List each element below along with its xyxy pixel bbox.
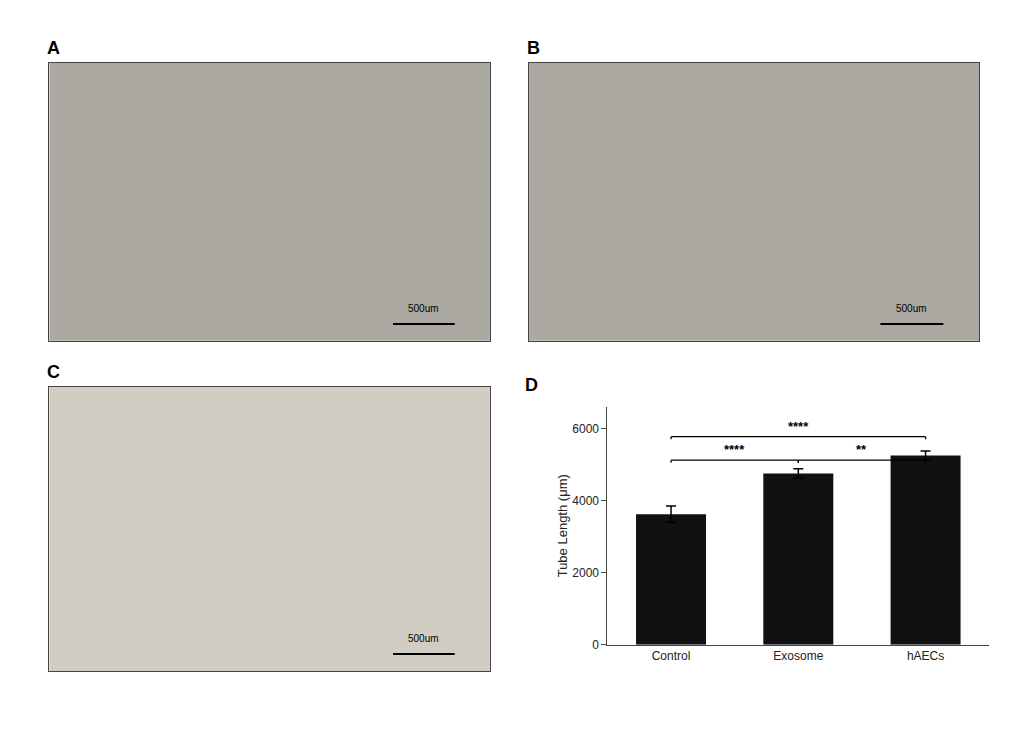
svg-text:A: A bbox=[47, 38, 60, 58]
svg-text:500um: 500um bbox=[408, 303, 439, 314]
svg-text:C: C bbox=[47, 362, 60, 382]
svg-text:Tube Length (μm): Tube Length (μm) bbox=[555, 474, 570, 577]
svg-text:6000: 6000 bbox=[572, 422, 599, 436]
svg-text:4000: 4000 bbox=[572, 494, 599, 508]
svg-text:2000: 2000 bbox=[572, 566, 599, 580]
svg-text:500um: 500um bbox=[896, 303, 927, 314]
svg-text:500um: 500um bbox=[408, 633, 439, 644]
svg-text:hAECs: hAECs bbox=[907, 649, 944, 663]
svg-text:****: **** bbox=[724, 442, 745, 457]
svg-text:D: D bbox=[525, 375, 538, 395]
svg-text:Exosome: Exosome bbox=[773, 649, 823, 663]
svg-text:B: B bbox=[527, 38, 540, 58]
svg-text:****: **** bbox=[788, 419, 809, 434]
svg-text:0: 0 bbox=[592, 638, 599, 652]
svg-text:Control: Control bbox=[652, 649, 691, 663]
svg-text:**: ** bbox=[856, 442, 867, 457]
